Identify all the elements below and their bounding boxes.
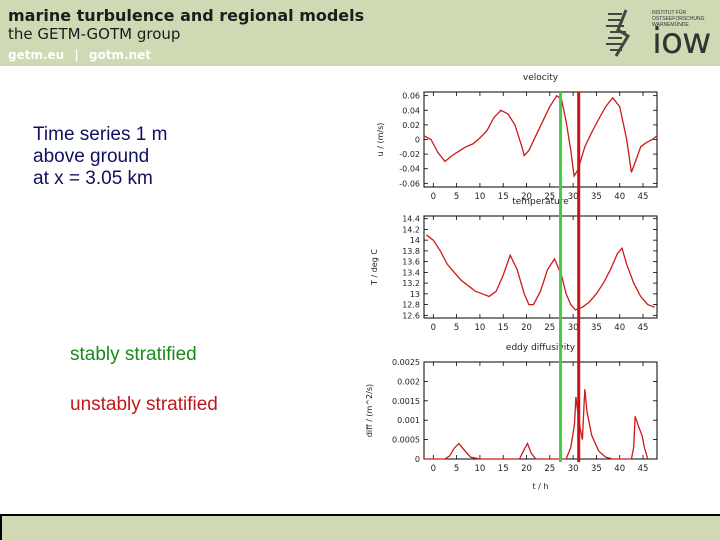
iow-logo bbox=[600, 6, 712, 60]
x-tick-label: 20 bbox=[521, 192, 532, 202]
series-line bbox=[425, 234, 655, 311]
link-gotm[interactable]: gotm.net bbox=[88, 48, 152, 62]
x-tick-label: 15 bbox=[498, 192, 509, 202]
y-tick-label: 0 bbox=[415, 455, 420, 464]
x-tick-label: 10 bbox=[475, 323, 486, 333]
x-tick-label: 20 bbox=[521, 323, 532, 333]
x-tick-label: 0 bbox=[431, 464, 436, 474]
y-tick-label: 13.6 bbox=[402, 258, 420, 267]
x-tick-label: 45 bbox=[638, 192, 649, 202]
x-tick-label: 45 bbox=[638, 323, 649, 333]
legend-stable: stably stratified bbox=[70, 344, 197, 365]
y-tick-label: 13.8 bbox=[402, 247, 420, 256]
y-axis-label: T / deg C bbox=[370, 249, 379, 286]
description-line-1: Time series 1 m bbox=[33, 124, 168, 145]
y-tick-label: 0.001 bbox=[397, 416, 420, 425]
chart-panel-0: velocity u / (m/s) 0.06 0.04 0.02 0 -0.02 -0.04… bbox=[376, 73, 658, 202]
y-tick-label: 13.2 bbox=[402, 279, 420, 288]
chart-title: temperature bbox=[512, 197, 569, 207]
y-tick-label: 0.02 bbox=[402, 121, 420, 130]
y-tick-label: 0.06 bbox=[402, 92, 420, 101]
logo-word: iow bbox=[652, 21, 711, 62]
y-axis-label: diff / (m^2/s) bbox=[365, 384, 374, 437]
link-separator: | bbox=[74, 48, 79, 62]
x-tick-label: 35 bbox=[591, 464, 602, 474]
y-tick-label: -0.04 bbox=[399, 165, 420, 174]
chart-title: velocity bbox=[523, 73, 559, 83]
x-tick-label: 15 bbox=[498, 323, 509, 333]
y-tick-label: 0.0005 bbox=[392, 436, 420, 445]
link-getm[interactable]: getm.eu bbox=[8, 48, 65, 62]
y-tick-label: 14.2 bbox=[402, 225, 420, 234]
plot-frame bbox=[423, 215, 658, 319]
y-tick-label: 0 bbox=[415, 136, 420, 145]
logo-emblem-icon bbox=[606, 9, 631, 57]
logo-institute-text: INSTITUT FÜR OSTSEEFORSCHUNG WARNEMÜNDE bbox=[652, 10, 705, 28]
x-tick-label: 30 bbox=[568, 323, 579, 333]
x-tick-label: 40 bbox=[614, 464, 625, 474]
x-tick-label: 35 bbox=[591, 323, 602, 333]
x-tick-label: 25 bbox=[544, 323, 555, 333]
legend-unstable: unstably stratified bbox=[70, 394, 218, 415]
header-bar: marine turbulence and regional models th… bbox=[0, 0, 720, 66]
header-title: marine turbulence and regional models bbox=[8, 6, 365, 25]
description-line-2: above ground bbox=[33, 146, 150, 167]
y-tick-label: 14 bbox=[410, 236, 420, 245]
x-tick-label: 5 bbox=[454, 323, 459, 333]
y-tick-label: -0.06 bbox=[399, 179, 420, 188]
x-tick-label: 15 bbox=[498, 464, 509, 474]
x-tick-label: 25 bbox=[544, 192, 555, 202]
y-tick-label: 13 bbox=[410, 290, 420, 299]
x-tick-label: 20 bbox=[521, 464, 532, 474]
x-tick-label: 25 bbox=[544, 464, 555, 474]
series-line bbox=[423, 94, 658, 178]
header-subtitle: the GETM-GOTM group bbox=[8, 25, 181, 43]
x-tick-label: 40 bbox=[614, 323, 625, 333]
footer-bar bbox=[0, 514, 720, 540]
series-line bbox=[424, 389, 649, 460]
x-tick-label: 5 bbox=[454, 464, 459, 474]
x-tick-label: 35 bbox=[591, 192, 602, 202]
x-tick-label: 5 bbox=[454, 192, 459, 202]
x-tick-label: 10 bbox=[475, 192, 486, 202]
y-tick-label: 12.8 bbox=[402, 301, 420, 310]
x-tick-label: 10 bbox=[475, 464, 486, 474]
x-tick-label: 30 bbox=[568, 464, 579, 474]
x-tick-label: 0 bbox=[431, 192, 436, 202]
y-tick-label: 13.4 bbox=[402, 268, 420, 277]
x-tick-label: 40 bbox=[614, 192, 625, 202]
chart-title: eddy diffusivity bbox=[506, 343, 576, 353]
y-tick-label: 0.04 bbox=[402, 106, 420, 115]
x-axis-label: t / h bbox=[533, 482, 549, 491]
x-tick-label: 45 bbox=[638, 464, 649, 474]
description-line-3: at x = 3.05 km bbox=[33, 168, 153, 189]
y-tick-label: 0.0015 bbox=[392, 397, 420, 406]
plot-frame bbox=[423, 361, 658, 460]
y-tick-label: 12.6 bbox=[402, 311, 420, 320]
series-description: Time series 1 m above ground at x = 3.05… bbox=[33, 124, 167, 190]
x-tick-label: 30 bbox=[568, 192, 579, 202]
y-tick-label: 14.4 bbox=[402, 215, 420, 224]
header-links: getm.eu | gotm.net bbox=[8, 48, 157, 62]
y-axis-label: u / (m/s) bbox=[376, 123, 385, 157]
y-tick-label: 0.0025 bbox=[392, 358, 420, 367]
x-tick-label: 0 bbox=[431, 323, 436, 333]
y-tick-label: -0.02 bbox=[399, 150, 420, 159]
y-tick-label: 0.002 bbox=[397, 377, 420, 386]
plot-frame bbox=[423, 91, 658, 188]
